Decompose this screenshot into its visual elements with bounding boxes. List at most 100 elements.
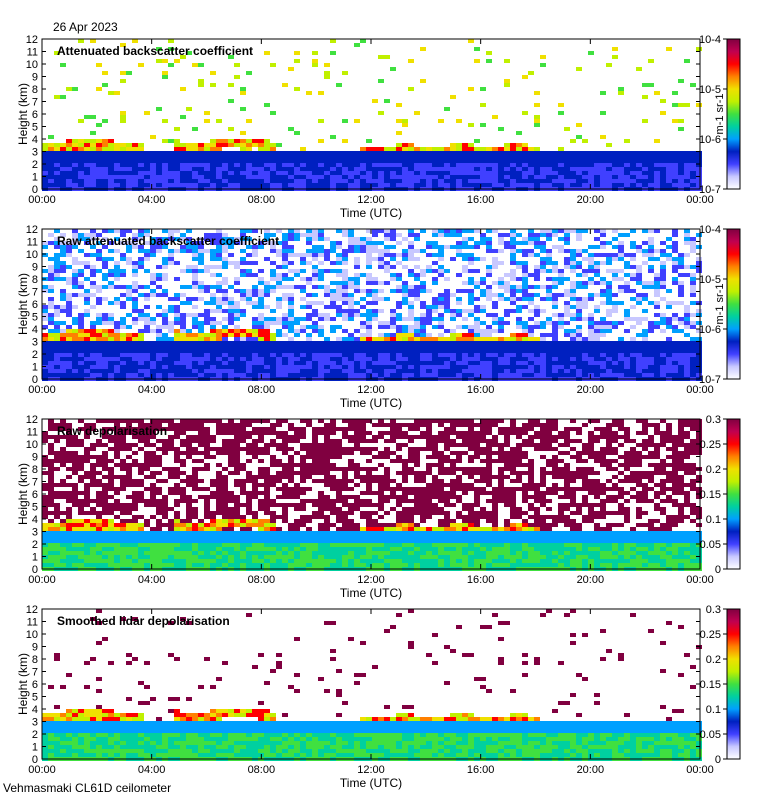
colorbar (726, 418, 741, 570)
x-tick-label: 12:00 (357, 194, 385, 206)
x-tick-label: 08:00 (248, 194, 276, 206)
x-tick-label: 04:00 (138, 764, 166, 776)
x-tick-label: 00:00 (686, 384, 714, 396)
colorbar-tick-label: 10-4 (699, 224, 721, 236)
x-tick-label: 00:00 (686, 194, 714, 206)
y-tick-label: 5 (32, 122, 38, 134)
y-tick-label: 8 (32, 464, 38, 476)
x-tick-label: 12:00 (357, 574, 385, 586)
colorbar-tick-label: 0.15 (700, 679, 721, 691)
y-tick-label: 3 (32, 527, 38, 539)
colorbar-tick-label: 0.2 (706, 654, 721, 666)
x-tick-label: 20:00 (577, 194, 605, 206)
colorbar (726, 228, 741, 380)
colorbar-tick-label: 10-7 (699, 374, 721, 386)
x-tick-label: 00:00 (686, 764, 714, 776)
x-tick-label: 20:00 (577, 384, 605, 396)
y-tick-label: 10 (26, 629, 38, 641)
y-tick-label: 2 (32, 349, 38, 361)
x-tick-label: 20:00 (577, 764, 605, 776)
heatmap-cells (42, 229, 702, 381)
y-tick-label: 9 (32, 642, 38, 654)
y-tick-label: 5 (32, 502, 38, 514)
site-label: Vehmasmaki CL61D ceilometer (3, 781, 172, 795)
colorbar-tick-label: 0.25 (700, 629, 721, 641)
x-axis-label: Time (UTC) (340, 776, 402, 790)
y-tick-label: 8 (32, 84, 38, 96)
x-tick-label: 20:00 (577, 574, 605, 586)
y-tick-label: 5 (32, 312, 38, 324)
y-tick-label: 3 (32, 717, 38, 729)
colorbar-unit-label: m-1 sr-1 (714, 94, 726, 135)
y-tick-label: 7 (32, 287, 38, 299)
colorbar-tick-label: 0 (715, 564, 721, 576)
colorbar-tick-label: 0.15 (700, 489, 721, 501)
y-tick-label: 11 (27, 427, 38, 439)
y-axis-label: Height (km) (16, 653, 30, 715)
y-tick-label: 8 (32, 274, 38, 286)
y-tick-label: 12 (26, 224, 38, 236)
y-tick-label: 4 (32, 514, 38, 526)
y-tick-label: 4 (32, 704, 38, 716)
panel-title: Raw attenuated backscatter coefficient (57, 234, 279, 248)
panel-title: Smoothed lidar depolarisation (57, 614, 230, 628)
colorbar-unit-label: m-1 sr-1 (714, 284, 726, 325)
y-tick-label: 12 (26, 604, 38, 616)
x-tick-label: 04:00 (138, 384, 166, 396)
y-tick-label: 7 (32, 667, 38, 679)
x-axis-label: Time (UTC) (340, 396, 402, 410)
colorbar-tick-label: 10-6 (699, 324, 721, 336)
x-tick-label: 12:00 (357, 764, 385, 776)
colorbar (726, 38, 741, 190)
x-tick-label: 08:00 (248, 574, 276, 586)
x-axis-label: Time (UTC) (340, 586, 402, 600)
y-tick-label: 6 (32, 109, 38, 121)
y-tick-label: 1 (32, 742, 38, 754)
y-tick-label: 12 (26, 414, 38, 426)
y-tick-label: 7 (32, 477, 38, 489)
x-tick-label: 00:00 (28, 574, 56, 586)
x-tick-label: 16:00 (467, 764, 495, 776)
y-tick-label: 5 (32, 692, 38, 704)
y-tick-label: 9 (32, 72, 38, 84)
y-tick-label: 11 (27, 237, 38, 249)
y-tick-label: 6 (32, 679, 38, 691)
x-tick-label: 04:00 (138, 574, 166, 586)
colorbar-tick-label: 0.25 (700, 439, 721, 451)
y-tick-label: 6 (32, 299, 38, 311)
colorbar-tick-label: 0.05 (700, 539, 721, 551)
x-tick-label: 08:00 (248, 384, 276, 396)
colorbar (726, 608, 741, 760)
y-axis-label: Height (km) (16, 273, 30, 335)
y-tick-label: 2 (32, 729, 38, 741)
colorbar-tick-label: 10-5 (699, 84, 721, 96)
y-tick-label: 2 (32, 539, 38, 551)
y-tick-label: 11 (27, 47, 38, 59)
y-tick-label: 0 (32, 754, 38, 766)
colorbar-tick-label: 0.3 (706, 604, 721, 616)
colorbar-tick-label: 10-6 (699, 134, 721, 146)
y-tick-label: 0 (32, 564, 38, 576)
y-axis-label: Height (km) (16, 83, 30, 145)
colorbar-tick-label: 10-5 (699, 274, 721, 286)
y-tick-label: 3 (32, 337, 38, 349)
colorbar-tick-label: 0 (715, 754, 721, 766)
y-tick-label: 7 (32, 97, 38, 109)
y-tick-label: 1 (32, 362, 38, 374)
y-tick-label: 1 (32, 552, 38, 564)
y-tick-label: 11 (27, 617, 38, 629)
heatmap-cells (42, 419, 702, 571)
date-label: 26 Apr 2023 (53, 20, 118, 34)
y-tick-label: 0 (32, 374, 38, 386)
colorbar-tick-label: 0.1 (706, 704, 721, 716)
y-tick-label: 8 (32, 654, 38, 666)
y-tick-label: 4 (32, 134, 38, 146)
x-tick-label: 16:00 (467, 194, 495, 206)
y-tick-label: 12 (26, 34, 38, 46)
colorbar-tick-label: 0.3 (706, 414, 721, 426)
x-tick-label: 00:00 (28, 194, 56, 206)
